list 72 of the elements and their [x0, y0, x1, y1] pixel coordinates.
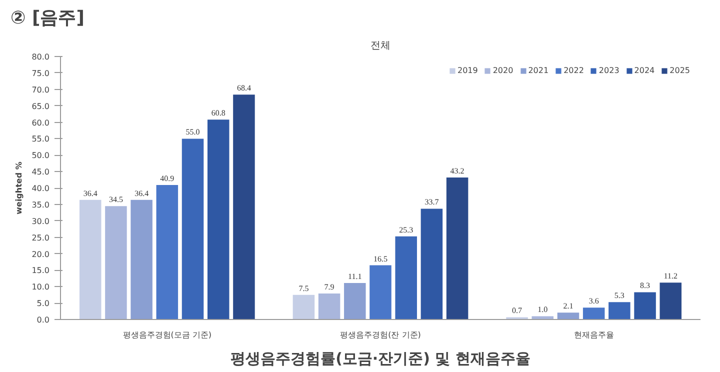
bar	[130, 200, 152, 320]
bar	[105, 206, 127, 320]
data-label: 3.6	[588, 296, 599, 306]
y-tick-label: 70.0	[32, 85, 50, 94]
data-label: 33.7	[424, 198, 439, 207]
bar	[420, 208, 443, 320]
data-label: 0.7	[512, 306, 522, 316]
x-tick-label: 평생음주경험(모금 기준)	[122, 330, 212, 340]
legend-label: 2022	[564, 66, 584, 75]
legend-label: 2019	[457, 66, 478, 75]
y-tick-label: 50.0	[32, 151, 50, 160]
legend-label: 2025	[670, 66, 690, 75]
chart-subtitle: 전체	[370, 40, 390, 52]
text: 평생음주경험률(모금·잔기준) 및 현재음주율	[230, 350, 530, 368]
y-axis-title: weighted %	[14, 162, 24, 214]
y-tick-label: 0.0	[36, 316, 50, 324]
data-label: 43.2	[450, 166, 464, 176]
legend-label: 2023	[598, 66, 620, 75]
data-label: 34.5	[108, 195, 123, 204]
data-label: 25.3	[399, 225, 414, 234]
bar	[634, 292, 656, 320]
bar	[557, 312, 580, 320]
chart-title: ② [음주]	[10, 8, 84, 28]
data-label: 5.3	[614, 291, 624, 300]
bar	[207, 120, 230, 320]
y-tick-label: 25.0	[32, 233, 50, 242]
x-tick-label: 현재음주율	[574, 330, 614, 340]
data-label: 7.5	[298, 284, 309, 293]
y-tick-label: 15.0	[32, 266, 50, 276]
data-label: 68.4	[236, 84, 251, 93]
data-label: 1.0	[538, 305, 548, 314]
bar	[233, 94, 255, 320]
bar	[182, 138, 204, 320]
bar	[156, 185, 178, 320]
y-tick-label: 55.0	[32, 134, 50, 144]
bar	[608, 302, 630, 320]
y-tick-label: 40.0	[32, 184, 50, 193]
data-label: 2.1	[563, 302, 574, 311]
bar	[344, 283, 366, 320]
y-tick-label: 60.0	[32, 118, 50, 128]
y-tick-label: 80.0	[32, 52, 50, 62]
data-label: 60.8	[211, 108, 226, 118]
data-label: 8.3	[640, 281, 650, 290]
y-tick-label: 30.0	[32, 216, 50, 226]
y-tick-label: 5.0	[36, 299, 50, 308]
data-label: 7.9	[324, 282, 334, 292]
bar	[292, 294, 315, 320]
y-tick-label: 10.0	[32, 282, 50, 292]
bar	[79, 200, 102, 320]
y-tick-label: 65.0	[32, 102, 50, 111]
legend-label: 2024	[634, 66, 655, 75]
y-tick-label: 35.0	[32, 200, 50, 210]
data-label: 55.0	[186, 128, 200, 137]
data-label: 11.2	[664, 272, 678, 281]
y-tick-label: 75.0	[32, 68, 50, 78]
data-label: 11.1	[348, 272, 362, 282]
legend-label: 2020	[492, 66, 514, 75]
bar	[395, 236, 417, 320]
bar	[532, 316, 554, 320]
x-tick-label: 평생음주경험(잔 기준)	[340, 330, 421, 340]
data-label: 36.4	[134, 188, 149, 198]
y-tick-label: 45.0	[32, 168, 50, 177]
bar	[446, 177, 468, 320]
bar	[370, 265, 392, 320]
bar	[660, 282, 682, 320]
bar	[318, 294, 340, 320]
bar	[582, 308, 605, 320]
legend-label: 2021	[528, 66, 549, 75]
data-label: 36.4	[83, 188, 98, 198]
y-tick-label: 20.0	[32, 250, 50, 259]
data-label: 16.5	[374, 254, 388, 264]
data-label: 40.9	[160, 174, 174, 184]
